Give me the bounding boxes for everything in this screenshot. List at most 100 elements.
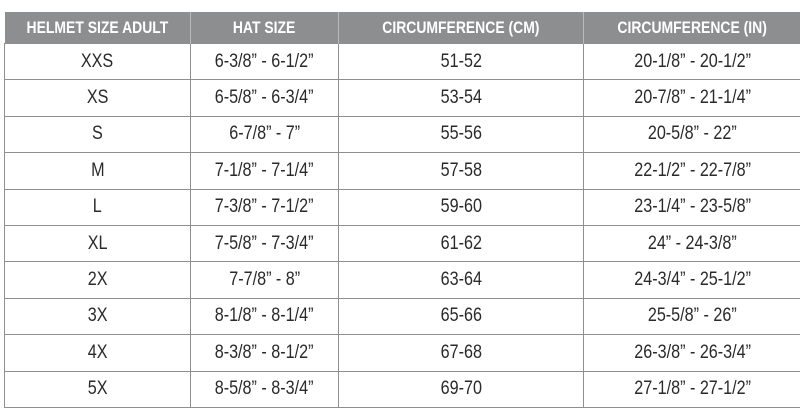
cell-text: 26-3/8” - 26-3/4”	[634, 342, 751, 364]
cell-hat-size: 6-7/8” - 7”	[191, 116, 339, 152]
cell-helmet-size: 3X	[5, 298, 191, 334]
cell-circumference-in: 25-5/8” - 26”	[584, 298, 800, 334]
cell-text: 8-3/8” - 8-1/2”	[215, 342, 314, 364]
table-row: 5X 8-5/8” - 8-3/4” 69-70 27-1/8” - 27-1/2”	[5, 371, 800, 407]
cell-circumference-in: 27-1/8” - 27-1/2”	[584, 371, 800, 407]
cell-text: 24-3/4” - 25-1/2”	[634, 269, 751, 291]
table-row: 3X 8-1/8” - 8-1/4” 65-66 25-5/8” - 26”	[5, 298, 800, 334]
column-header-label: CIRCUMFERENCE (CM)	[382, 18, 539, 38]
column-header-circumference-in: CIRCUMFERENCE (IN)	[584, 12, 800, 44]
cell-helmet-size: 4X	[5, 335, 191, 371]
cell-hat-size: 7-1/8” - 7-1/4”	[191, 153, 339, 189]
cell-hat-size: 7-5/8” - 7-3/4”	[191, 225, 339, 261]
cell-helmet-size: L	[5, 189, 191, 225]
cell-circumference-in: 20-1/8” - 20-1/2”	[584, 44, 800, 80]
table-row: XL 7-5/8” - 7-3/4” 61-62 24” - 24-3/8”	[5, 225, 800, 261]
cell-text: 65-66	[440, 305, 481, 327]
column-header-label: CIRCUMFERENCE (IN)	[618, 18, 767, 38]
table-row: 2X 7-7/8” - 8” 63-64 24-3/4” - 25-1/2”	[5, 262, 800, 298]
table-row: L 7-3/8” - 7-1/2” 59-60 23-1/4” - 23-5/8”	[5, 189, 800, 225]
cell-text: 7-3/8” - 7-1/2”	[215, 196, 314, 218]
cell-circumference-cm: 69-70	[339, 371, 584, 407]
cell-text: 20-7/8” - 21-1/4”	[634, 87, 751, 109]
cell-hat-size: 7-7/8” - 8”	[191, 262, 339, 298]
column-header-hat-size: HAT SIZE	[191, 12, 339, 44]
cell-text: 7-5/8” - 7-3/4”	[215, 233, 314, 255]
cell-text: 63-64	[440, 269, 481, 291]
cell-text: 8-5/8” - 8-3/4”	[215, 378, 314, 400]
cell-hat-size: 6-3/8” - 6-1/2”	[191, 44, 339, 80]
cell-hat-size: 8-1/8” - 8-1/4”	[191, 298, 339, 334]
cell-text: XS	[87, 87, 109, 109]
column-header-circumference-cm: CIRCUMFERENCE (CM)	[339, 12, 584, 44]
table-body: XXS 6-3/8” - 6-1/2” 51-52 20-1/8” - 20-1/2”…	[5, 44, 800, 408]
cell-circumference-cm: 67-68	[339, 335, 584, 371]
cell-text: 5X	[88, 378, 108, 400]
cell-text: 22-1/2” - 22-7/8”	[634, 160, 751, 182]
cell-helmet-size: S	[5, 116, 191, 152]
column-header-helmet-size: HELMET SIZE ADULT	[5, 12, 191, 44]
cell-text: 25-5/8” - 26”	[648, 305, 737, 327]
cell-text: XXS	[81, 51, 113, 73]
cell-hat-size: 6-5/8” - 6-3/4”	[191, 80, 339, 116]
cell-helmet-size: XL	[5, 225, 191, 261]
cell-text: 51-52	[440, 51, 481, 73]
cell-text: 6-7/8” - 7”	[229, 123, 300, 145]
cell-text: 55-56	[440, 123, 481, 145]
cell-text: 53-54	[440, 87, 481, 109]
cell-circumference-cm: 63-64	[339, 262, 584, 298]
cell-text: 27-1/8” - 27-1/2”	[634, 378, 751, 400]
cell-circumference-cm: 55-56	[339, 116, 584, 152]
cell-text: 8-1/8” - 8-1/4”	[215, 305, 314, 327]
cell-circumference-in: 20-5/8” - 22”	[584, 116, 800, 152]
cell-text: 7-1/8” - 7-1/4”	[215, 160, 314, 182]
helmet-size-table: HELMET SIZE ADULT HAT SIZE CIRCUMFERENCE (…	[4, 12, 800, 408]
cell-text: 67-68	[440, 342, 481, 364]
cell-circumference-in: 24” - 24-3/8”	[584, 225, 800, 261]
table-header: HELMET SIZE ADULT HAT SIZE CIRCUMFERENCE (…	[5, 12, 800, 44]
cell-circumference-cm: 53-54	[339, 80, 584, 116]
cell-circumference-in: 22-1/2” - 22-7/8”	[584, 153, 800, 189]
cell-circumference-cm: 65-66	[339, 298, 584, 334]
cell-text: 23-1/4” - 23-5/8”	[634, 196, 751, 218]
cell-text: 3X	[88, 305, 108, 327]
table-row: S 6-7/8” - 7” 55-56 20-5/8” - 22”	[5, 116, 800, 152]
column-header-label: HELMET SIZE ADULT	[26, 18, 168, 38]
table-row: M 7-1/8” - 7-1/4” 57-58 22-1/2” - 22-7/8”	[5, 153, 800, 189]
cell-text: 61-62	[440, 233, 481, 255]
table-row: 4X 8-3/8” - 8-1/2” 67-68 26-3/8” - 26-3/4”	[5, 335, 800, 371]
cell-helmet-size: XXS	[5, 44, 191, 80]
cell-text: 20-5/8” - 22”	[648, 123, 737, 145]
cell-text: 59-60	[440, 196, 481, 218]
cell-helmet-size: M	[5, 153, 191, 189]
cell-circumference-cm: 61-62	[339, 225, 584, 261]
cell-hat-size: 8-3/8” - 8-1/2”	[191, 335, 339, 371]
table-row: XS 6-5/8” - 6-3/4” 53-54 20-7/8” - 21-1/4”	[5, 80, 800, 116]
cell-circumference-in: 26-3/8” - 26-3/4”	[584, 335, 800, 371]
cell-circumference-in: 24-3/4” - 25-1/2”	[584, 262, 800, 298]
cell-text: 4X	[88, 342, 108, 364]
cell-circumference-cm: 59-60	[339, 189, 584, 225]
cell-text: L	[93, 196, 102, 218]
cell-circumference-cm: 51-52	[339, 44, 584, 80]
cell-text: XL	[88, 233, 108, 255]
cell-text: 24” - 24-3/8”	[648, 233, 737, 255]
cell-helmet-size: XS	[5, 80, 191, 116]
cell-text: 57-58	[440, 160, 481, 182]
cell-hat-size: 8-5/8” - 8-3/4”	[191, 371, 339, 407]
cell-text: 69-70	[440, 378, 481, 400]
cell-helmet-size: 5X	[5, 371, 191, 407]
cell-text: 6-3/8” - 6-1/2”	[215, 51, 314, 73]
cell-text: M	[91, 160, 104, 182]
cell-text: 2X	[88, 269, 108, 291]
column-header-label: HAT SIZE	[233, 18, 295, 38]
cell-text: S	[92, 123, 103, 145]
table-row: XXS 6-3/8” - 6-1/2” 51-52 20-1/8” - 20-1/2”	[5, 44, 800, 80]
cell-circumference-in: 20-7/8” - 21-1/4”	[584, 80, 800, 116]
cell-helmet-size: 2X	[5, 262, 191, 298]
cell-hat-size: 7-3/8” - 7-1/2”	[191, 189, 339, 225]
cell-circumference-in: 23-1/4” - 23-5/8”	[584, 189, 800, 225]
cell-text: 20-1/8” - 20-1/2”	[634, 51, 751, 73]
cell-text: 6-5/8” - 6-3/4”	[215, 87, 314, 109]
cell-text: 7-7/8” - 8”	[229, 269, 300, 291]
